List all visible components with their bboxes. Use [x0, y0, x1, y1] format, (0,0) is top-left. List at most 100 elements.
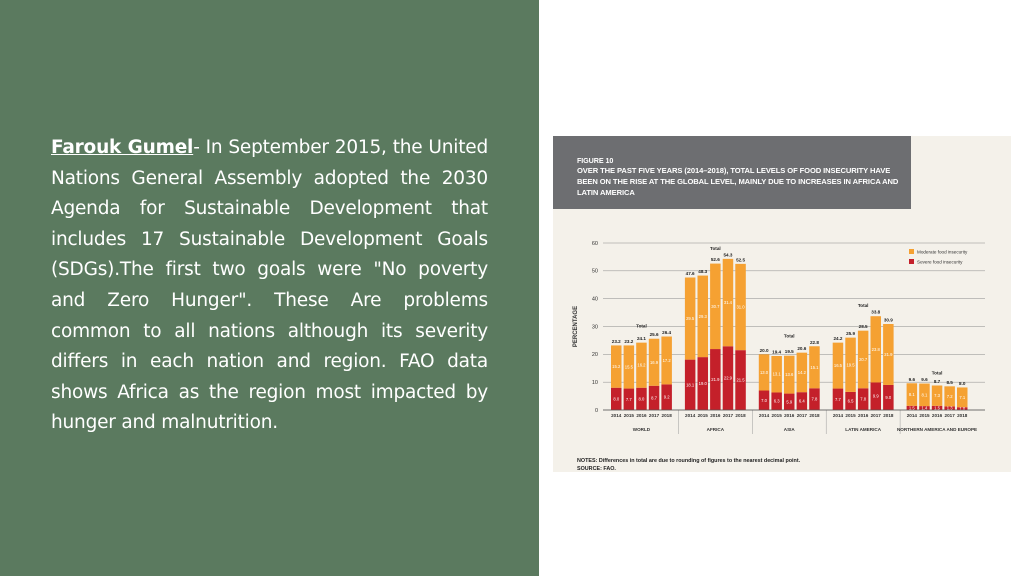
x-tick-label: 2016: [710, 413, 721, 418]
bar-severe: [944, 406, 955, 410]
bar-moderate: [611, 345, 622, 388]
category-label: LATIN AMERICA: [845, 427, 881, 432]
x-tick-label: 2017: [871, 413, 882, 418]
x-tick-label: 2018: [957, 413, 968, 418]
x-tick-label: 2018: [883, 413, 894, 418]
bar-severe: [931, 405, 943, 410]
data-label-severe: 7.8: [812, 397, 818, 402]
author-name[interactable]: Farouk Gumel: [51, 137, 194, 158]
data-label-total: 8.5: [946, 380, 953, 385]
body-paragraph: Farouk Gumel- In September 2015, the Uni…: [51, 133, 488, 439]
category-label: NORTHERN AMERICA AND EUROPE: [897, 427, 977, 432]
x-tick-label: 2014: [907, 413, 918, 418]
data-label-total: 47.6: [686, 271, 695, 276]
bar-severe: [636, 387, 647, 410]
bar-severe: [796, 392, 808, 410]
x-tick-label: 2014: [759, 413, 770, 418]
total-annotation: Total: [784, 334, 795, 339]
legend-swatch-severe: [909, 259, 914, 264]
data-label-moderate: 29.3: [699, 314, 708, 319]
bar-moderate: [857, 330, 869, 389]
y-tick-label: 60: [592, 241, 598, 247]
x-tick-label: 2017: [945, 413, 956, 418]
data-label-total: 19.4: [772, 350, 781, 355]
bar-severe: [883, 384, 894, 410]
stacked-bar-chart: 0 10 20 30 40 50 60 PERCENTAGE Moderate food ins…: [573, 241, 985, 434]
data-label-total: 24.1: [637, 336, 646, 341]
body-text: - In September 2015, the United Nations …: [51, 137, 488, 434]
data-label-severe: 1.5: [934, 405, 940, 410]
bar-moderate: [623, 345, 635, 389]
data-label-severe: 8.0: [613, 396, 619, 401]
bar-moderate: [944, 386, 955, 407]
data-label-severe: 7.8: [860, 397, 866, 402]
bar-moderate: [845, 337, 856, 392]
data-label-total: 9.6: [909, 377, 916, 382]
category-label: WORLD: [633, 427, 651, 432]
total-annotation: Total: [858, 303, 869, 308]
bar-severe: [623, 388, 635, 410]
data-label-severe: 21.5: [736, 378, 745, 383]
data-label-moderate: 14.2: [798, 370, 807, 375]
bar-moderate: [919, 383, 930, 407]
data-label-severe: 6.5: [848, 398, 854, 403]
legend-label-moderate: Moderate food insecurity: [917, 250, 968, 255]
bar-severe: [771, 392, 782, 410]
bar-severe: [906, 405, 918, 410]
data-label-total: 9.6: [921, 377, 928, 382]
y-tick-label: 10: [592, 380, 598, 386]
bar-moderate: [722, 258, 734, 347]
bar-moderate: [697, 275, 708, 358]
x-tick-label: 2015: [845, 413, 856, 418]
data-label-severe: 1.0: [959, 406, 965, 411]
data-label-total: 25.6: [650, 332, 659, 337]
data-label-severe: 1.4: [922, 406, 928, 411]
data-label-moderate: 15.1: [810, 365, 819, 370]
data-label-moderate: 31.4: [724, 300, 733, 305]
figure-title-line-3: LATIN AMERICA: [577, 188, 635, 197]
x-tick-label: 2015: [772, 413, 783, 418]
x-tick-label: 2018: [735, 413, 746, 418]
bar-severe: [722, 346, 734, 410]
bar-severe: [784, 393, 795, 410]
bar-severe: [735, 350, 746, 410]
data-label-total: 28.5: [859, 324, 868, 329]
bar-moderate: [735, 263, 746, 351]
data-label-severe: 1.3: [947, 406, 953, 411]
data-label-total: 33.8: [871, 310, 880, 315]
data-label-severe: 7.7: [835, 397, 841, 402]
x-tick-label: 2016: [932, 413, 943, 418]
legend-label-severe: Severe food insecurity: [917, 260, 963, 265]
data-label-severe: 5.9: [786, 399, 792, 404]
data-label-total: 25.9: [846, 331, 855, 336]
data-label-moderate: 20.7: [859, 357, 868, 362]
bar-severe: [710, 349, 721, 410]
data-label-severe: 9.2: [664, 395, 670, 400]
bar-moderate: [957, 387, 968, 408]
data-label-moderate: 7.2: [947, 394, 953, 399]
data-label-total: 54.3: [723, 252, 732, 257]
data-label-moderate: 21.9: [884, 352, 893, 357]
bar-moderate: [784, 355, 795, 394]
data-label-total: 8.7: [934, 379, 941, 384]
data-label-severe: 1.5: [909, 405, 915, 410]
bar-moderate: [636, 342, 647, 388]
y-tick-label: 50: [592, 269, 598, 275]
data-label-moderate: 17.2: [663, 358, 672, 363]
bar-severe: [661, 384, 672, 410]
bar-moderate: [684, 277, 696, 360]
data-label-moderate: 30.7: [711, 304, 720, 309]
bar-moderate: [931, 385, 943, 406]
data-label-moderate: 7.3: [934, 393, 940, 398]
x-tick-label: 2016: [858, 413, 869, 418]
bar-severe: [845, 391, 856, 410]
data-label-severe: 8.0: [639, 396, 645, 401]
data-label-severe: 7.0: [761, 398, 767, 403]
data-label-moderate: 16.5: [834, 363, 843, 368]
data-label-moderate: 19.5: [846, 362, 855, 367]
x-tick-label: 2017: [797, 413, 808, 418]
data-label-total: 24.2: [833, 336, 842, 341]
data-label-severe: 18.1: [686, 382, 695, 387]
data-label-severe: 7.7: [626, 397, 632, 402]
bar-moderate: [906, 383, 918, 406]
